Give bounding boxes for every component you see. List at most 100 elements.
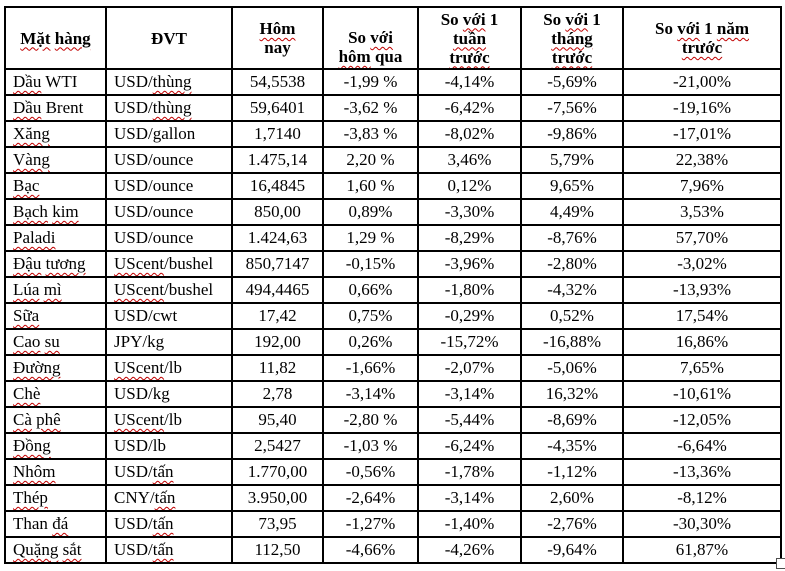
cell-vs_1_month: -7,56% <box>520 94 624 122</box>
cell-commodity: Đường <box>4 354 107 382</box>
cell-unit: UScent/bushel <box>105 250 233 278</box>
header-text: 1 <box>588 9 601 29</box>
cell-vs_1_year: 3,53% <box>622 198 782 226</box>
cell-commodity: Nhôm <box>4 458 107 486</box>
commodity-name: mì <box>43 280 62 299</box>
header-line: tuần <box>421 29 518 48</box>
header-text: trước <box>551 47 593 67</box>
cell-vs_1_year: -21,00% <box>622 68 782 96</box>
header-row: Mặt hàng ĐVT Hôm nay So với hôm qua So với 1 tu… <box>4 6 782 70</box>
cell-today: 192,00 <box>231 328 324 356</box>
unit-text: /bushel <box>164 254 214 273</box>
cell-vs_1_month: -9,86% <box>520 120 624 148</box>
table-row: Vàng USD/ounce 1.475,14 2,20 % 3,46% 5,79% 22,… <box>4 146 782 174</box>
cell-unit: USD/ounce <box>105 146 233 174</box>
commodity-name: Lúa <box>13 280 40 299</box>
cell-commodity: Bạc <box>4 172 107 200</box>
table-row: Sữa USD/cwt 17,42 0,75% -0,29% 0,52% 17,54% <box>4 302 782 330</box>
cell-today: 95,40 <box>231 406 324 434</box>
table-row: Đường UScent/lb 11,82 -1,66% -2,07% -5,06% 7,6… <box>4 354 782 382</box>
commodity-name: Than <box>13 514 53 533</box>
cell-unit: UScent/lb <box>105 406 233 434</box>
unit-text: thùng <box>152 72 192 91</box>
cell-vs_1_year: -13,36% <box>622 458 782 486</box>
commodity-name: Cà <box>13 410 32 429</box>
commodity-price-table: Mặt hàng ĐVT Hôm nay So với hôm qua So với 1 tu… <box>4 6 782 564</box>
cell-vs_1_month: -4,32% <box>520 276 624 304</box>
header-line: trước <box>421 48 518 67</box>
header-text: với <box>677 19 700 38</box>
table-row: Cà phê UScent/lb 95,40 -2,80 % -5,44% -8,69% -… <box>4 406 782 434</box>
header-line: So với 1 năm <box>626 19 778 38</box>
cell-vs_yesterday: 0,89% <box>322 198 419 226</box>
cell-vs_1_week: 3,46% <box>417 146 522 174</box>
cell-today: 1,7140 <box>231 120 324 148</box>
cell-vs_1_month: 2,60% <box>520 484 624 512</box>
cell-vs_yesterday: 2,20 % <box>322 146 419 174</box>
column-header-commodity: Mặt hàng <box>4 6 107 70</box>
commodity-name: Bạch <box>13 202 48 221</box>
unit-text: USD/ <box>114 540 153 559</box>
cell-vs_1_week: -1,40% <box>417 510 522 538</box>
cell-vs_1_month: 16,32% <box>520 380 624 408</box>
column-header-today: Hôm nay <box>231 6 324 70</box>
cell-vs_1_year: 16,86% <box>622 328 782 356</box>
cell-today: 11,82 <box>231 354 324 382</box>
commodity-name: phê <box>36 410 61 429</box>
cell-vs_yesterday: -0,56% <box>322 458 419 486</box>
cell-vs_yesterday: 0,75% <box>322 302 419 330</box>
commodity-name: Đồng <box>13 436 51 455</box>
table-row: Đồng USD/lb 2,5427 -1,03 % -6,24% -4,35% -6,64… <box>4 432 782 460</box>
cell-unit: USD/cwt <box>105 302 233 330</box>
unit-text: tấn <box>152 540 174 559</box>
header-text: qua <box>370 47 403 66</box>
cell-vs_1_week: -3,14% <box>417 484 522 512</box>
cell-vs_1_year: -10,61% <box>622 380 782 408</box>
cell-unit: USD/thùng <box>105 94 233 122</box>
cell-today: 59,6401 <box>231 94 324 122</box>
cell-vs_1_year: -17,01% <box>622 120 782 148</box>
cell-vs_1_week: -6,42% <box>417 94 522 122</box>
cell-vs_1_year: 17,54% <box>622 302 782 330</box>
unit-text: USD/ounce <box>114 228 194 247</box>
table-row: Dầu WTI USD/thùng 54,5538 -1,99 % -4,14% -5,6… <box>4 68 782 96</box>
cell-vs_yesterday: -2,64% <box>322 484 419 512</box>
cell-commodity: Cao su <box>4 328 107 356</box>
unit-text: USD/ <box>114 462 153 481</box>
cell-commodity: Xăng <box>4 120 107 148</box>
commodity-name: Quặng <box>13 540 59 559</box>
cell-vs_yesterday: 1,60 % <box>322 172 419 200</box>
cell-vs_yesterday: -1,27% <box>322 510 419 538</box>
cell-commodity: Đồng <box>4 432 107 460</box>
table-row: Bạch kim USD/ounce 850,00 0,89% -3,30% 4,49% 3… <box>4 198 782 226</box>
cell-vs_1_year: -30,30% <box>622 510 782 538</box>
cell-commodity: Than đá <box>4 510 107 538</box>
unit-text: CNY/ <box>114 488 155 507</box>
cell-vs_1_year: 61,87% <box>622 536 782 564</box>
header-text: năm <box>716 19 749 38</box>
commodity-name: Cao <box>13 332 41 351</box>
cell-today: 16,4845 <box>231 172 324 200</box>
cell-unit: UScent/bushel <box>105 276 233 304</box>
cell-vs_yesterday: -1,99 % <box>322 68 419 96</box>
commodity-name: Sữa <box>13 306 40 325</box>
table-resize-handle[interactable] <box>776 558 785 569</box>
cell-vs_1_month: -2,80% <box>520 250 624 278</box>
cell-vs_1_week: -0,29% <box>417 302 522 330</box>
cell-commodity: Đậu tương <box>4 250 107 278</box>
header-text: nay <box>264 38 291 57</box>
unit-text: USD/kg <box>114 384 170 403</box>
column-header-vs_yesterday: So với hôm qua <box>322 6 419 70</box>
cell-unit: USD/tấn <box>105 536 233 564</box>
header-text: Mặt <box>20 28 51 48</box>
cell-vs_1_week: 0,12% <box>417 172 522 200</box>
cell-vs_1_week: -3,14% <box>417 380 522 408</box>
unit-text: JPY/kg <box>114 332 165 351</box>
unit-text: USD/ounce <box>114 202 194 221</box>
cell-unit: USD/thùng <box>105 68 233 96</box>
commodity-name: tương <box>45 254 86 273</box>
cell-vs_1_month: 9,65% <box>520 172 624 200</box>
cell-vs_yesterday: 0,26% <box>322 328 419 356</box>
cell-vs_1_month: -5,06% <box>520 354 624 382</box>
commodity-name: Chè <box>13 384 41 403</box>
